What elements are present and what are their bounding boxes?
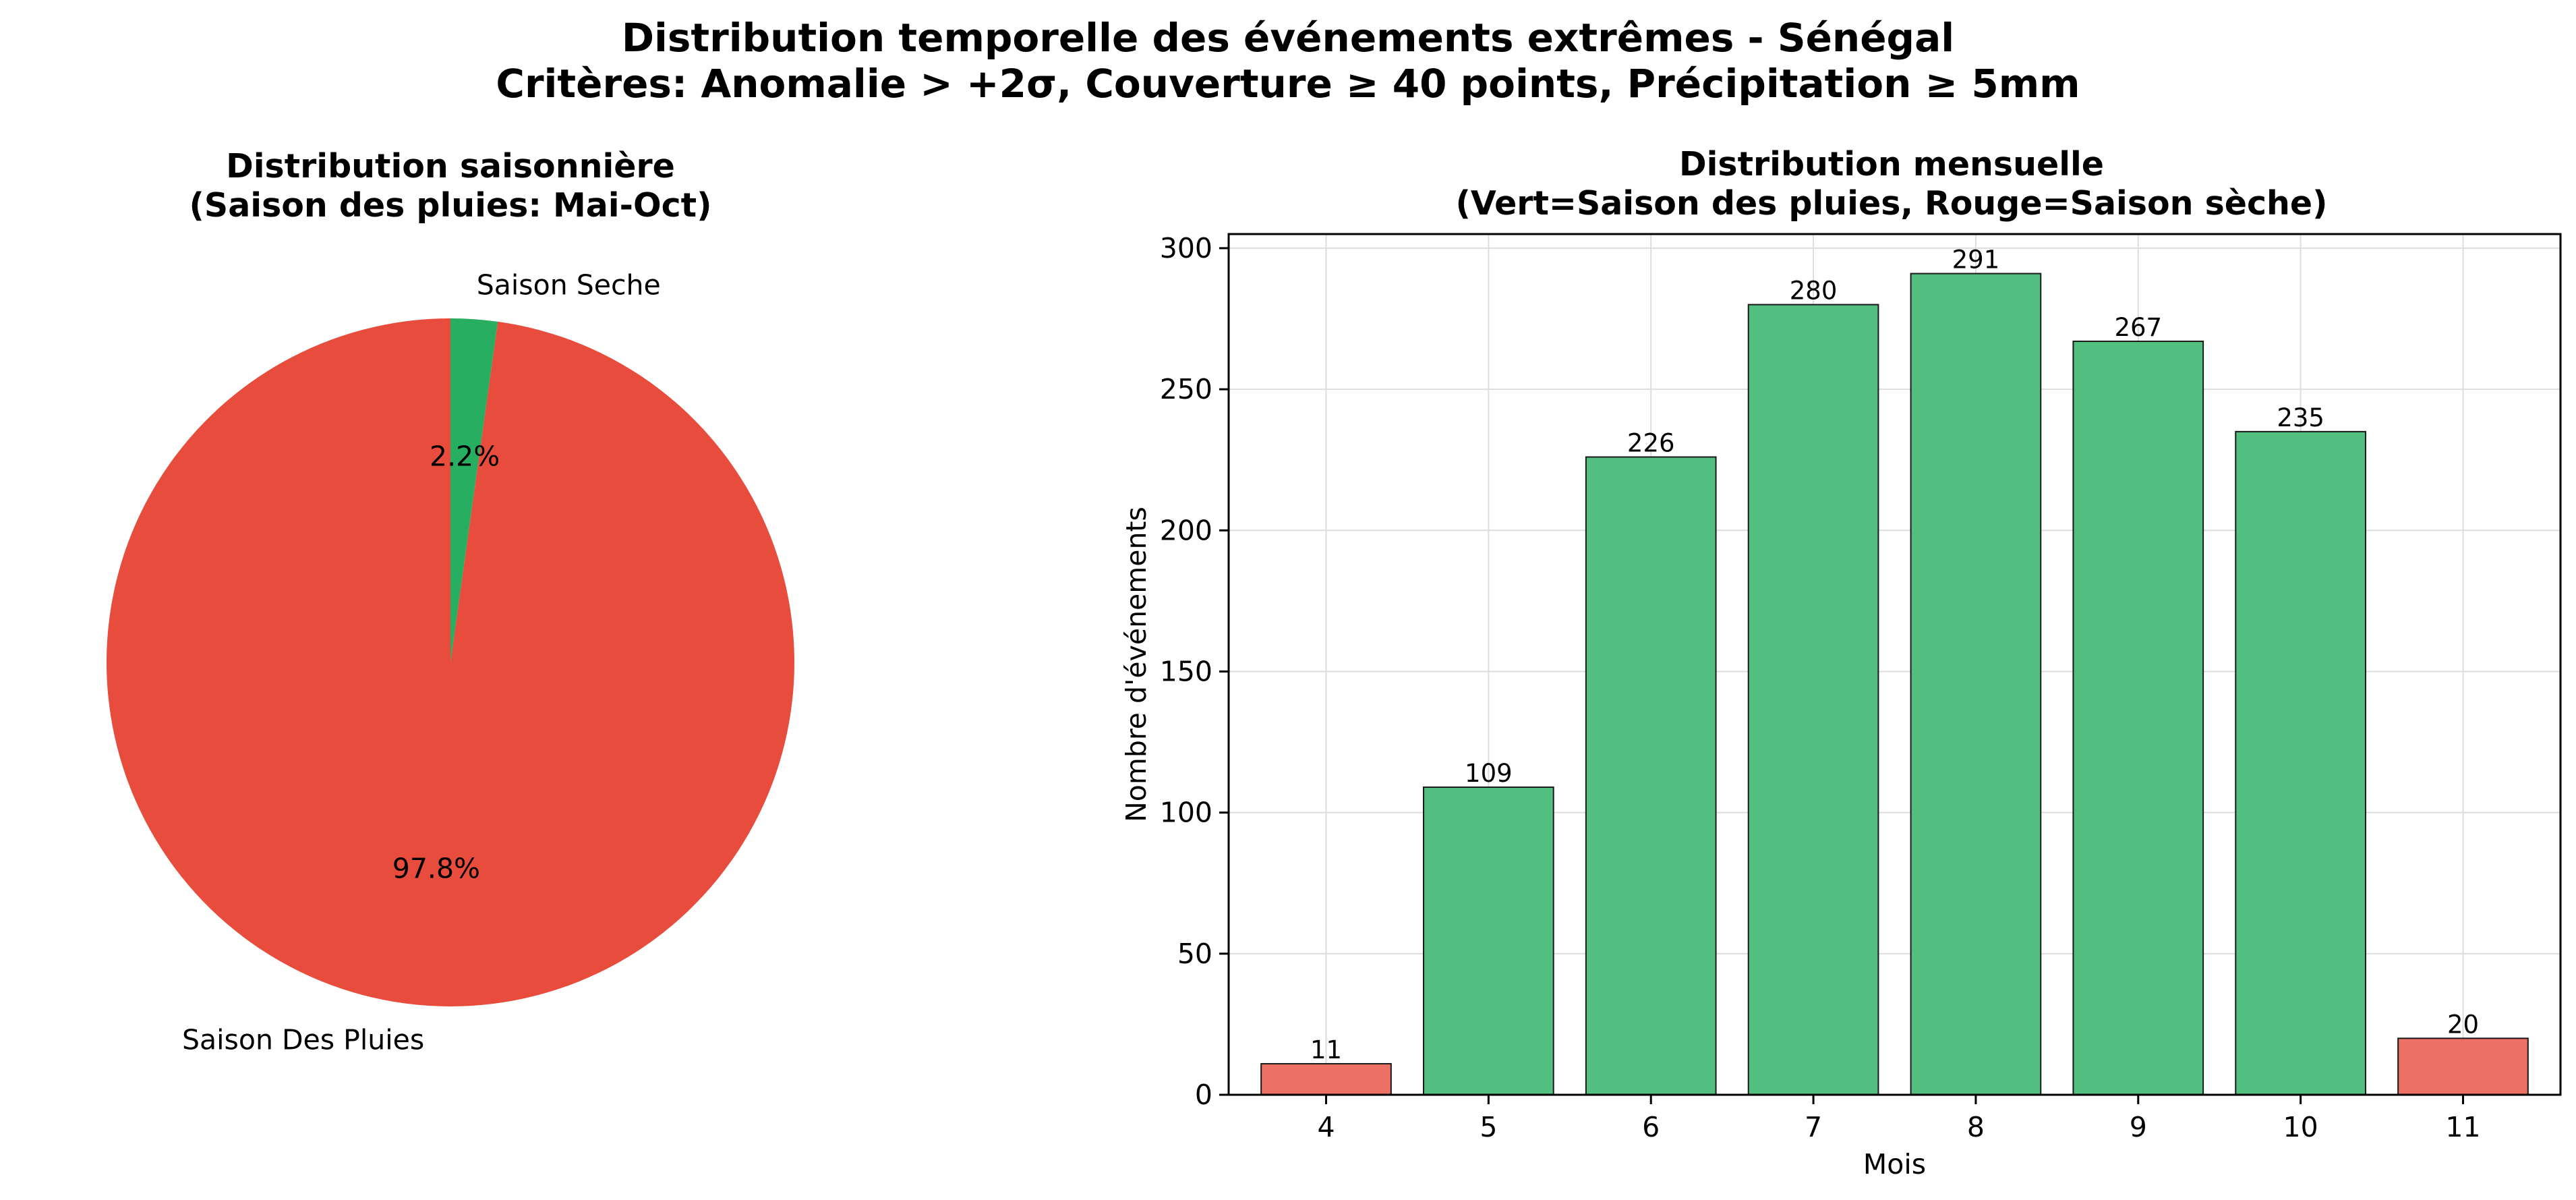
x-tick-label: 6 [1642,1111,1660,1143]
bar-month-10 [2235,430,2366,1095]
x-axis-label: Mois [1863,1148,1926,1180]
pie-title-line1: Distribution saisonnière [226,147,675,185]
bar-value-label: 280 [1790,277,1838,306]
x-tick-label: 11 [2445,1111,2480,1143]
figure-subtitle: Critères: Anomalie > +2σ, Couverture ≥ 4… [496,61,2080,107]
bar-value-label: 109 [1465,759,1513,788]
x-tick-label: 7 [1805,1111,1822,1143]
pie-percent-label: 2.2% [430,440,500,473]
y-axis-label: Nombre d'événements [1120,507,1152,822]
bar-month-5 [1423,786,1554,1096]
bar-value-label: 20 [2447,1010,2479,1039]
pie-title-line2: (Saison des pluies: Mai-Oct) [189,186,712,225]
y-tick-label: 300 [1160,232,1212,264]
bar-value-label: 267 [2114,313,2162,342]
bar-month-8 [1910,273,2042,1096]
x-tick-label: 9 [2130,1111,2147,1143]
y-tick-label: 250 [1160,373,1212,405]
bar-month-9 [2072,340,2204,1095]
bar-month-6 [1585,456,1717,1095]
bar-month-11 [2397,1037,2529,1096]
bar-month-4 [1260,1062,1392,1096]
x-tick-label: 8 [1967,1111,1985,1143]
bar-title-line1: Distribution mensuelle [1679,145,2104,183]
pie-slice-dry-season [450,318,498,662]
y-tick-label: 50 [1177,938,1212,970]
y-tick-label: 200 [1160,514,1212,546]
figure-title: Distribution temporelle des événements e… [621,15,1955,61]
pie-chart-panel: Distribution saisonnière (Saison des plu… [106,147,794,1056]
bar-month-7 [1747,304,1879,1095]
x-tick-label: 4 [1317,1111,1335,1143]
bar-value-label: 235 [2277,403,2324,432]
y-tick-label: 0 [1195,1079,1212,1111]
pie-percent-label: 97.8% [392,852,480,884]
plot-area-frame [1227,233,2562,1096]
y-tick-label: 150 [1160,655,1212,687]
x-tick-label: 10 [2283,1111,2318,1143]
y-tick-label: 100 [1160,797,1212,829]
pie-category-label: Saison Seche [477,268,661,301]
bar-value-label: 226 [1627,429,1675,458]
bar-chart-panel: Distribution mensuelle (Vert=Saison des … [1120,145,2562,1180]
bar-title-line2: (Vert=Saison des pluies, Rouge=Saison sè… [1455,184,2327,223]
pie-slice-rainy-season [106,318,794,1006]
pie-category-label: Saison Des Pluies [182,1024,424,1056]
x-tick-label: 5 [1480,1111,1497,1143]
bar-value-label: 11 [1310,1035,1342,1064]
bar-value-label: 291 [1952,246,2000,275]
